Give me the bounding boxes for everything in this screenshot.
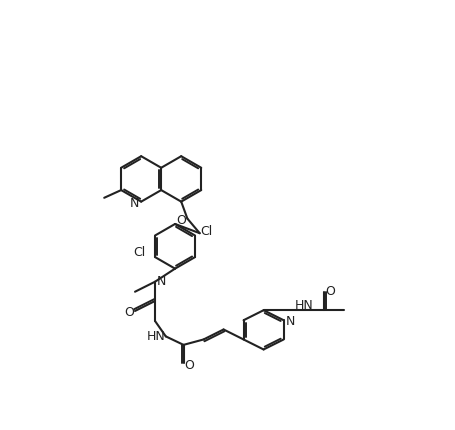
Text: HN: HN <box>295 298 314 312</box>
Text: Cl: Cl <box>201 224 213 237</box>
Text: N: N <box>130 197 139 209</box>
Text: O: O <box>176 213 186 226</box>
Text: N: N <box>286 315 295 328</box>
Text: HN: HN <box>147 329 166 342</box>
Text: O: O <box>185 358 195 371</box>
Text: O: O <box>124 306 134 319</box>
Text: N: N <box>157 274 166 287</box>
Text: O: O <box>325 285 335 298</box>
Text: Cl: Cl <box>133 246 146 258</box>
